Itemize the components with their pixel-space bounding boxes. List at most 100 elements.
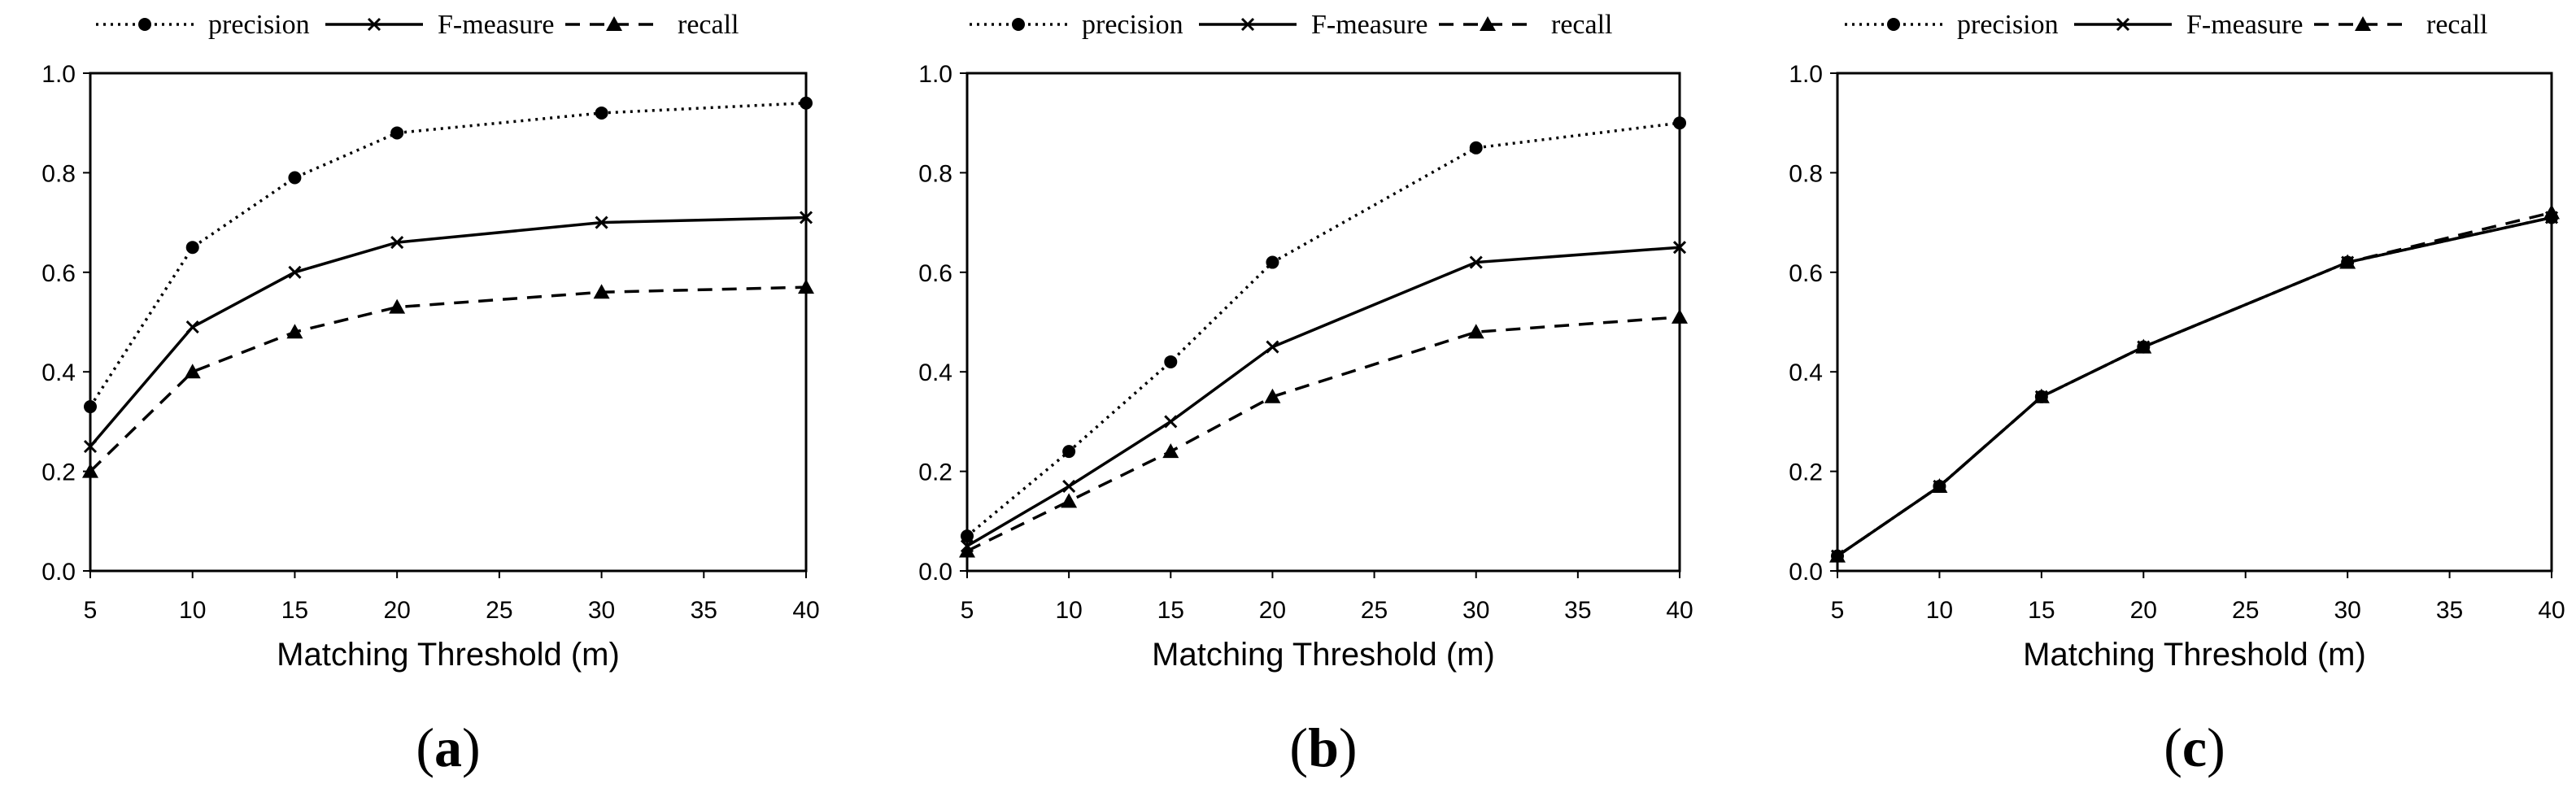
- panel-c-legend-f-measure-swatch-marker: [2116, 17, 2130, 32]
- panel-a-ytick-label: 0.6: [41, 260, 76, 287]
- panel-b-series-f-measure-point: [1062, 479, 1076, 494]
- panel-a-xtick-label: 25: [486, 597, 512, 624]
- panel-b-series-precision-point: [961, 529, 974, 543]
- panel-a-ytick-label: 0.8: [41, 160, 76, 187]
- panel-a: 0.0 0.2 0.4 0.6 0.8 1.0 5 10 15 20 25 30 35 40 Matchin…: [41, 10, 819, 778]
- panel-b-xtick-label: 30: [1462, 597, 1489, 624]
- panel-a-series-precision-point: [288, 171, 302, 185]
- panel-b-plot-frame: [965, 72, 1681, 573]
- panel-c-ytick-label: 0.0: [1789, 559, 1823, 586]
- panel-b-series-precision-point: [1062, 445, 1076, 459]
- panel-a-legend: precision F-measure recall: [96, 10, 739, 40]
- panel-c-ytick-label: 0.4: [1789, 359, 1823, 386]
- panel-a-xtick-label: 20: [383, 597, 410, 624]
- panel-b-series-f-measure-line: [966, 246, 1680, 547]
- panel-c-legend-f-measure-label: F-measure: [2186, 10, 2304, 40]
- panel-c-ytick-label: 1.0: [1789, 61, 1823, 88]
- panel-b-series-f-measure-point: [1672, 241, 1687, 255]
- panel-a-legend-f-measure-swatch-marker: [367, 17, 381, 32]
- panel-a-series-recall-point: [82, 463, 98, 478]
- panel-a-xtick-label: 35: [691, 597, 717, 624]
- panel-c: 0.0 0.2 0.4 0.6 0.8 1.0 5 10 15 20 25 30 35 40 Matchin…: [1789, 10, 2565, 778]
- panel-a-series-recall-line: [89, 285, 807, 473]
- panel-a-ytick-label: 0.4: [41, 359, 76, 386]
- panel-a-series-recall-point: [798, 279, 814, 294]
- panel-b-ytick-label: 0.6: [918, 260, 952, 287]
- panel-b-series-f-measure-point-stroke-b: [1672, 241, 1687, 255]
- panel-c-legend-f-measure-swatch-marker-stroke-b: [2116, 17, 2130, 32]
- panel-a-series-recall-point: [389, 298, 406, 314]
- panel-b-series-recall-point: [1061, 493, 1078, 508]
- panel-c-series-recall-point: [2033, 388, 2050, 403]
- panel-c-label-open: (: [2164, 716, 2182, 778]
- panel-a-series-f-measure-point: [288, 265, 302, 279]
- panel-b-label-close: ): [1339, 716, 1358, 778]
- panel-b-series-recall-line: [966, 316, 1680, 553]
- panel-a-xlabel: Matching Threshold (m): [277, 637, 620, 673]
- panel-a-series-f-measure-point: [83, 439, 98, 454]
- panel-a-xtick-label: 30: [588, 597, 615, 624]
- panel-b-series-f-measure-point-stroke-b: [1469, 255, 1483, 269]
- panel-c-series-recall-point: [2543, 204, 2560, 220]
- panel-b-series-f-measure-point-stroke-b: [1164, 415, 1178, 429]
- panel-a-series-precision-point: [185, 241, 199, 255]
- panel-b-series-recall-point: [1264, 388, 1281, 403]
- panel-b-xtick-label: 10: [1055, 597, 1082, 624]
- panel-c-series-recall-line: [1837, 211, 2552, 558]
- panel-a-series-f-measure-point-stroke-b: [185, 320, 199, 334]
- panel-a-legend-f-measure-label: F-measure: [438, 10, 555, 40]
- panel-b-series-f-measure-point: [1266, 340, 1279, 354]
- panel-b-ytick-label: 0.8: [918, 160, 952, 187]
- panel-b-ytick-label: 0.2: [918, 459, 952, 486]
- panel-a-series-precision-line: [89, 101, 807, 407]
- panel-c-legend-recall-label: recall: [2426, 10, 2488, 40]
- panel-a-series-f-measure-point-stroke-b: [83, 439, 98, 454]
- panel-a-xtick-label: 40: [792, 597, 819, 624]
- panel-c-legend: precision F-measure recall: [1845, 10, 2488, 40]
- panel-c-xtick-label: 30: [2334, 597, 2360, 624]
- panel-c-xtick-label: 40: [2538, 597, 2565, 624]
- panel-b-xtick-label: 40: [1666, 597, 1693, 624]
- panel-a-series-f-measure-point: [185, 320, 199, 334]
- panel-c-series-precision-line: [1837, 216, 2552, 558]
- panel-b-series-precision-point: [1164, 355, 1178, 368]
- panel-a-label-close: ): [462, 716, 481, 778]
- panel-b-xtick-label: 20: [1259, 597, 1286, 624]
- panel-b-legend: precision F-measure recall: [970, 10, 1613, 40]
- panel-a-series-f-measure-point: [595, 216, 608, 229]
- panel-a-series-precision-point: [800, 96, 813, 110]
- panel-a-legend-f-measure-swatch-marker-stroke-b: [367, 17, 381, 32]
- panel-a-label-letter: a: [434, 716, 462, 778]
- panel-c-series-recall-point: [1931, 477, 1948, 493]
- panel-c-series-f-measure-line: [1837, 216, 2552, 558]
- panel-b-series-precision-point: [1469, 141, 1483, 155]
- panel-a-legend-precision-swatch-marker: [138, 18, 151, 31]
- panel-c-ytick-label: 0.6: [1789, 260, 1823, 287]
- panel-b-series-f-measure-point: [1164, 415, 1178, 429]
- panel-b-label-open: (: [1289, 716, 1308, 778]
- panel-b-ytick-label: 0.0: [918, 559, 952, 586]
- panel-a-series-f-measure-point-stroke-b: [390, 236, 404, 250]
- panel-c-label: (c): [2164, 716, 2225, 778]
- panel-b-series-recall-point: [959, 542, 975, 558]
- panel-b-ytick-label: 0.4: [918, 359, 952, 386]
- panel-b-series-recall-point: [1162, 443, 1179, 459]
- panel-c-ytick-label: 0.2: [1789, 459, 1823, 486]
- panel-c-legend-precision-label: precision: [1957, 10, 2059, 40]
- panel-b-label-letter: b: [1308, 716, 1339, 778]
- panel-b-xtick-label: 15: [1157, 597, 1184, 624]
- panel-c-xtick-label: 35: [2436, 597, 2463, 624]
- panel-a-ytick-label: 0.2: [41, 459, 76, 486]
- panel-a-series-f-measure-point-stroke-b: [595, 216, 608, 229]
- panel-c-xlabel: Matching Threshold (m): [2023, 637, 2366, 673]
- panel-c-xtick-label: 15: [2028, 597, 2055, 624]
- panel-b: 0.0 0.2 0.4 0.6 0.8 1.0 5 10 15 20 25 30 35 40 Matchin…: [918, 10, 1693, 778]
- panel-a-plot-frame: [89, 72, 808, 573]
- panel-b-legend-f-measure-label: F-measure: [1311, 10, 1428, 40]
- panel-b-legend-recall-swatch-marker: [1480, 16, 1496, 31]
- panel-a-label: (a): [416, 716, 480, 778]
- panel-b-xlabel: Matching Threshold (m): [1152, 637, 1495, 673]
- panel-b-legend-recall-label: recall: [1551, 10, 1613, 40]
- panel-b-series-recall-point: [1467, 324, 1484, 339]
- panel-c-xtick-label: 5: [1831, 597, 1845, 624]
